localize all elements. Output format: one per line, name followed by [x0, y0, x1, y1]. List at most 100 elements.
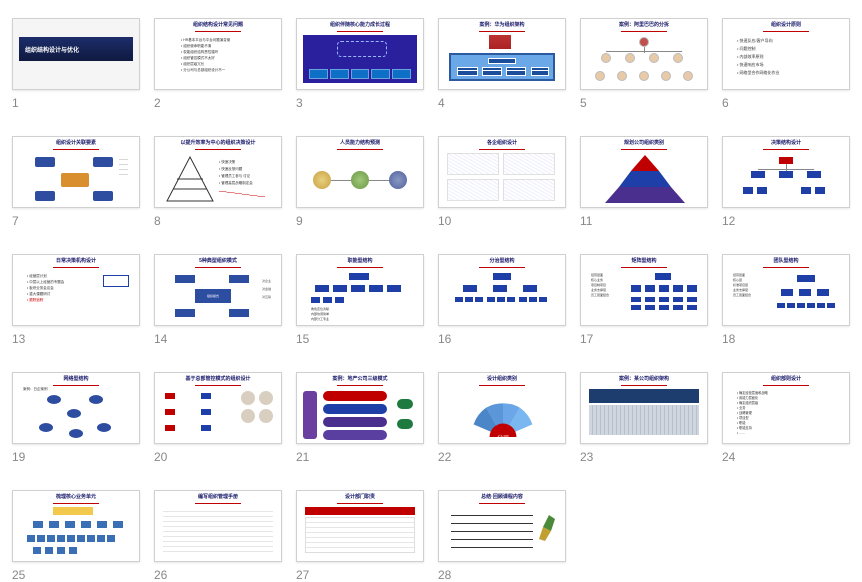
org-box [507, 297, 515, 302]
center-node [61, 173, 89, 187]
slide-thumbnail-4[interactable]: 案例：华为组织架构 [438, 18, 566, 90]
slide-number: 22 [438, 450, 566, 464]
slide-thumbnail-16[interactable]: 分治型结构 [438, 254, 566, 326]
slide-cell: 日常决策机构设计 经营层计划中层以上经营的专题会 板块业务会议会重大课题研讨 跟… [12, 254, 140, 346]
slide-title: 5种典型组织模式 [161, 259, 275, 268]
slide-thumbnail-22[interactable]: 设计组织类别 公司 [438, 372, 566, 444]
row-pill [323, 404, 387, 414]
org-box [799, 289, 811, 296]
person-icon [639, 37, 649, 47]
slide-thumbnail-12[interactable]: 决策结构设计 [722, 136, 850, 208]
org-box [817, 303, 825, 308]
org-box [65, 521, 75, 528]
network-node [97, 423, 111, 432]
pyramid-icon [165, 155, 215, 203]
slide-thumbnail-19[interactable]: 网络型结构 案例：日企案例 [12, 372, 140, 444]
person-icon [625, 53, 635, 63]
slide-thumbnail-8[interactable]: 以提升效率为中心的组织决策设计 快速决策快速反馈问题 管理员工参与 讨论管理高层… [154, 136, 282, 208]
org-box [751, 171, 765, 178]
slide-title: 基于总部管控模式的组织设计 [161, 377, 275, 386]
network-node [89, 395, 103, 404]
org-box [827, 303, 835, 308]
slide-number: 4 [438, 96, 566, 110]
slide-title: 案例：某公司组织架构 [587, 377, 701, 386]
quadrant [447, 153, 499, 175]
slide-number: 19 [12, 450, 140, 464]
org-box [817, 289, 829, 296]
line [451, 531, 533, 532]
slide-number: 27 [296, 568, 424, 582]
slide-thumbnail-25[interactable]: 梳理核心业务单元 [12, 490, 140, 562]
slide-thumbnail-24[interactable]: 组织部则设计 确定经营层面和战略用能力层面化 确定组织层级业务 战略管理项目型 … [722, 372, 850, 444]
person-icon [617, 71, 627, 81]
line [451, 523, 533, 524]
org-box [497, 297, 505, 302]
slide-thumbnail-15[interactable]: 职能型结构 角色定位清晰内部协调简单内部分工专业 [296, 254, 424, 326]
org-box [475, 297, 483, 302]
table-icon [163, 507, 273, 553]
slide-thumbnail-14[interactable]: 5种典型组织模式 组织模式 对企业对金融对互联 [154, 254, 282, 326]
slide-cell: 组织部则设计 确定经营层面和战略用能力层面化 确定组织层级业务 战略管理项目型 … [722, 372, 850, 464]
slide-thumbnail-11[interactable]: 规划公司组织类别 [580, 136, 708, 208]
row-pill [323, 417, 387, 427]
fan-chart: 公司 [461, 395, 545, 437]
org-box [33, 547, 41, 554]
slide-thumbnail-2[interactable]: 组织结构设计常见问题 HR基本平台与平台问题演变案组织使命职能不清 权能组织结构… [154, 18, 282, 90]
slide-thumbnail-20[interactable]: 基于总部管控模式的组织设计 [154, 372, 282, 444]
slide-thumbnail-28[interactable]: 总结·回顾课程内容 [438, 490, 566, 562]
slide-thumbnail-13[interactable]: 日常决策机构设计 经营层计划中层以上经营的专题会 板块业务会议会重大课题研讨 跟… [12, 254, 140, 326]
slide-title: 案例：地产公司三级模式 [303, 377, 417, 386]
slide-thumbnail-17[interactable]: 矩阵型结构 经营层面核心业务 项目制项目业务支撑层 员工层面结合 [580, 254, 708, 326]
bullet-list: 确定经营层面和战略用能力层面化 确定组织层级业务 战略管理项目型 职能职能支持 … [737, 391, 768, 436]
slide-cell: 组织结构设计常见问题 HR基本平台与平台问题演变案组织使命职能不清 权能组织结构… [154, 18, 282, 110]
slide-thumbnail-7[interactable]: 组织设计关联要素 ———————————— [12, 136, 140, 208]
slide-number: 20 [154, 450, 282, 464]
slide-thumbnail-1[interactable]: 组织结构设计与优化 [12, 18, 140, 90]
red-box [165, 425, 175, 431]
side-pill [397, 419, 413, 429]
bullet-list: 快速反应/客户导向问题控制 内部效率原则快速响应市场 网络型合作网络化作业 [737, 37, 780, 77]
org-box [49, 521, 59, 528]
slide-thumbnail-21[interactable]: 案例：地产公司三级模式 [296, 372, 424, 444]
line [451, 539, 533, 540]
node-box [175, 309, 195, 317]
slide-thumbnail-10[interactable]: 各企组织设计 [438, 136, 566, 208]
org-box [493, 273, 511, 280]
slide-thumbnail-9[interactable]: 人员能力结构预测 [296, 136, 424, 208]
row-pill [323, 430, 387, 440]
slide-thumbnail-6[interactable]: 组织设计原则 快速反应/客户导向问题控制 内部效率原则快速响应市场 网络型合作网… [722, 18, 850, 90]
slide-number: 25 [12, 568, 140, 582]
slide-title: 职能型结构 [303, 259, 417, 268]
slide-cell: 组织设计关联要素 ———————————— 7 [12, 136, 140, 228]
org-box [47, 535, 55, 542]
org-box [333, 285, 347, 292]
matrix-grid [631, 273, 699, 317]
slide-thumbnail-5[interactable]: 案例：阿里巴巴的分拆 [580, 18, 708, 90]
slide-thumbnail-18[interactable]: 团队型结构 经营层面核心层 标准项目层业务支撑层 员工层面结合 [722, 254, 850, 326]
side-text: ———————————— [119, 157, 128, 177]
slide-title: 案例：华为组织架构 [445, 23, 559, 32]
org-box [519, 297, 527, 302]
slide-cell: 设计组织类别 公司 22 [438, 372, 566, 464]
node-box [175, 275, 195, 283]
slide-thumbnail-3[interactable]: 组织伴随核心能力成长过程 [296, 18, 424, 90]
org-box [87, 535, 95, 542]
slide-cell: 职能型结构 角色定位清晰内部协调简单内部分工专业 15 [296, 254, 424, 346]
person-icon [601, 53, 611, 63]
slide-thumbnail-26[interactable]: 编写组织管理手册 [154, 490, 282, 562]
slide-cell: 矩阵型结构 经营层面核心业务 项目制项目业务支撑层 员工层面结合 [580, 254, 708, 346]
org-box [801, 187, 811, 194]
slide-title: 案例：阿里巴巴的分拆 [587, 23, 701, 32]
bullet-list: HR基本平台与平台问题演变案组织使命职能不清 权能组织结构恶性循环组织管控模式不… [181, 37, 271, 73]
quadrant [503, 153, 555, 175]
slide-thumbnail-27[interactable]: 设计部门职责 [296, 490, 424, 562]
slide-number: 24 [722, 450, 850, 464]
quadrant [503, 179, 555, 201]
slide-number: 23 [580, 450, 708, 464]
org-box [27, 535, 35, 542]
node-box [229, 309, 249, 317]
org-board [449, 53, 555, 81]
person-icon [595, 71, 605, 81]
slide-thumbnail-23[interactable]: 案例：某公司组织架构 [580, 372, 708, 444]
bullet-list: 快速决策快速反馈问题 管理员工参与 讨论管理高层战略制定会 [219, 159, 253, 187]
